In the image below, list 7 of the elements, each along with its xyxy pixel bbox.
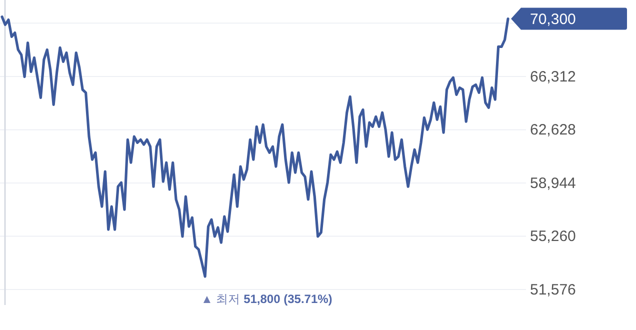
- y-tick-label: 62,628: [530, 122, 576, 139]
- y-tick-label: 55,260: [530, 228, 576, 246]
- y-tick-label: 51,576: [530, 281, 576, 298]
- y-tick-label: 58,944: [530, 174, 576, 192]
- annotation: ▲ 최저 51,800 (35.71%): [201, 292, 332, 306]
- y-tick-label: 66,312: [530, 68, 576, 86]
- text: 70,300: [530, 10, 576, 28]
